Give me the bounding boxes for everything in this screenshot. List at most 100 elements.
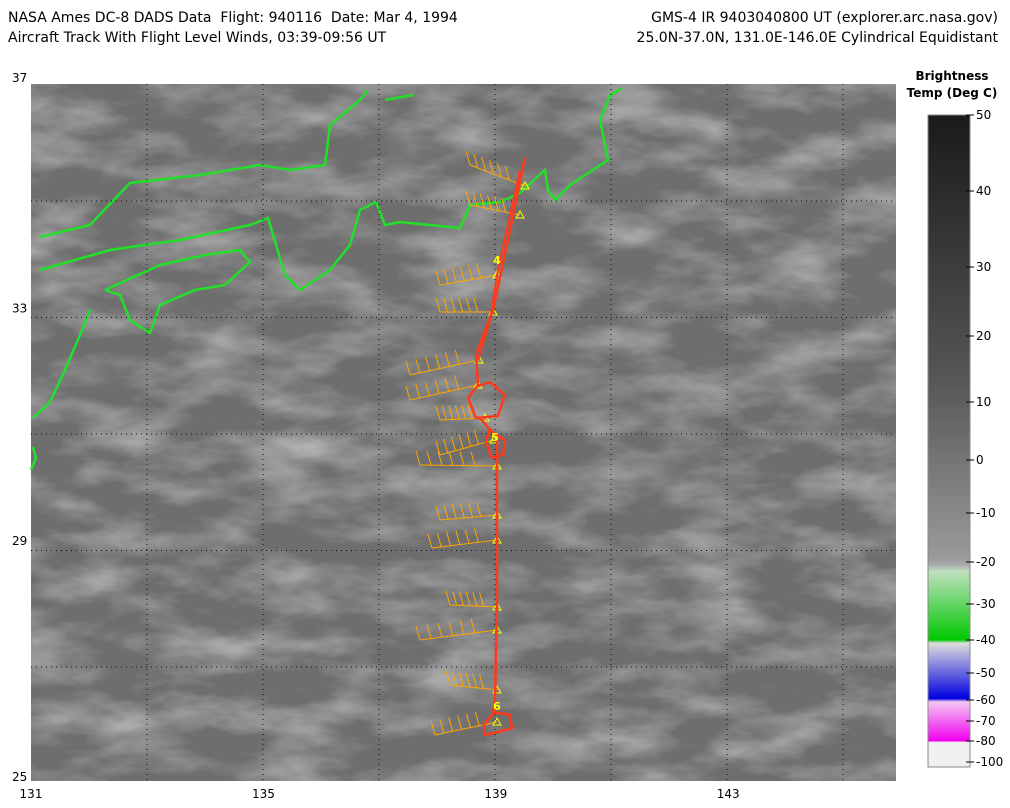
- wind-barb: [449, 684, 498, 691]
- track-label: 4: [493, 254, 501, 267]
- lat-label: 25: [12, 770, 27, 784]
- barb-feather: [443, 438, 449, 453]
- barb-feather: [468, 503, 474, 518]
- barb-feather: [472, 592, 478, 607]
- barb-feather: [451, 268, 457, 283]
- barb-feather: [472, 192, 478, 207]
- barb-feather: [461, 404, 467, 419]
- barb-feather: [445, 670, 451, 686]
- wind-barb: [439, 514, 498, 521]
- header-left: Aircraft Track With Flight Level Winds, …: [8, 30, 387, 46]
- barb-feather: [434, 379, 440, 394]
- barb-feather: [501, 198, 507, 213]
- barb-feather: [465, 190, 471, 206]
- colorbar-tick-label: 0: [976, 453, 984, 467]
- barb-feather: [486, 195, 492, 210]
- barb-feather: [435, 405, 441, 421]
- lon-label: 143: [717, 787, 740, 801]
- barb-feather: [479, 592, 485, 607]
- colorbar-tick-label: 20: [976, 329, 991, 343]
- barb-feather: [473, 297, 479, 313]
- lat-label: 37: [12, 71, 27, 85]
- barb-feather: [443, 505, 449, 520]
- barb-feather: [435, 297, 441, 313]
- barb-feather: [467, 404, 473, 419]
- colorbar-tick-label: 50: [976, 108, 991, 122]
- barb-feather: [457, 715, 463, 730]
- wind-barb: [469, 164, 526, 187]
- barb-feather: [481, 156, 487, 172]
- barb-feather: [504, 165, 510, 181]
- barb-feather: [473, 528, 479, 543]
- barb-feather: [448, 405, 454, 420]
- barb-feather: [468, 265, 474, 280]
- barb-feather: [465, 673, 471, 688]
- colorbar-tick-label: 40: [976, 184, 991, 198]
- track-label: 5: [491, 431, 499, 444]
- wind-barb: [469, 204, 521, 216]
- barb-feather: [474, 430, 480, 445]
- wind-barb: [409, 359, 480, 376]
- header-right: 25.0N-37.0N, 131.0E-146.0E Cylindrical E…: [637, 30, 999, 46]
- barb-feather: [444, 352, 450, 367]
- barb-feather: [405, 385, 411, 401]
- barb-feather: [494, 196, 500, 211]
- barb-feather: [450, 436, 456, 451]
- barb-feather: [458, 591, 464, 606]
- barb-feather: [489, 159, 495, 175]
- barb-feather: [443, 297, 449, 313]
- barb-feather: [476, 263, 482, 278]
- lon-label: 131: [20, 787, 43, 801]
- barb-feather: [472, 673, 478, 688]
- barb-feather: [435, 440, 441, 456]
- wind-barb: [409, 384, 479, 401]
- barb-feather: [458, 434, 464, 449]
- waypoint: [492, 716, 502, 726]
- lon-label: 135: [252, 787, 275, 801]
- barb-feather: [435, 505, 441, 521]
- colorbar-tick-label: -30: [976, 597, 996, 611]
- barb-feather: [415, 358, 421, 373]
- barb-feather: [425, 356, 431, 371]
- flight-track: [466, 156, 527, 737]
- wind-barb: [419, 464, 498, 467]
- colorbar-title: Temp (Deg C): [907, 86, 998, 100]
- barb-feather: [448, 451, 454, 466]
- colorbar-tick-label: -60: [976, 693, 996, 707]
- barb-feather: [470, 618, 476, 633]
- barb-feather: [455, 530, 461, 545]
- barb-feather: [465, 150, 471, 166]
- flight-track-2: [477, 169, 521, 361]
- colorbar: [927, 114, 971, 768]
- barb-feather: [465, 297, 471, 313]
- barb-feather: [466, 432, 472, 447]
- barb-feather: [465, 591, 471, 606]
- barb-feather: [435, 354, 441, 369]
- barb-feather: [424, 381, 430, 396]
- wind-barbs: [405, 150, 530, 736]
- barb-feather: [479, 193, 485, 208]
- barb-feather: [464, 529, 470, 544]
- barb-feather: [454, 350, 460, 365]
- barb-feather: [451, 504, 457, 519]
- colorbar-tick-label: -10: [976, 506, 996, 520]
- barb-feather: [450, 297, 456, 313]
- wind-barb: [419, 629, 498, 641]
- barb-feather: [458, 297, 464, 313]
- barb-feather: [476, 502, 482, 517]
- barb-feather: [426, 624, 432, 639]
- waypoint: [515, 209, 525, 219]
- barb-feather: [474, 711, 480, 726]
- barb-feather: [470, 451, 476, 466]
- waypoint: [489, 434, 499, 444]
- barb-feather: [458, 672, 464, 687]
- lat-label: 29: [12, 534, 27, 548]
- barb-feather: [415, 383, 421, 398]
- track-label: 6: [493, 700, 501, 713]
- waypoint: [520, 180, 530, 190]
- barb-feather: [496, 162, 502, 178]
- colorbar-tick-label: -100: [976, 755, 1003, 769]
- barb-feather: [459, 503, 465, 518]
